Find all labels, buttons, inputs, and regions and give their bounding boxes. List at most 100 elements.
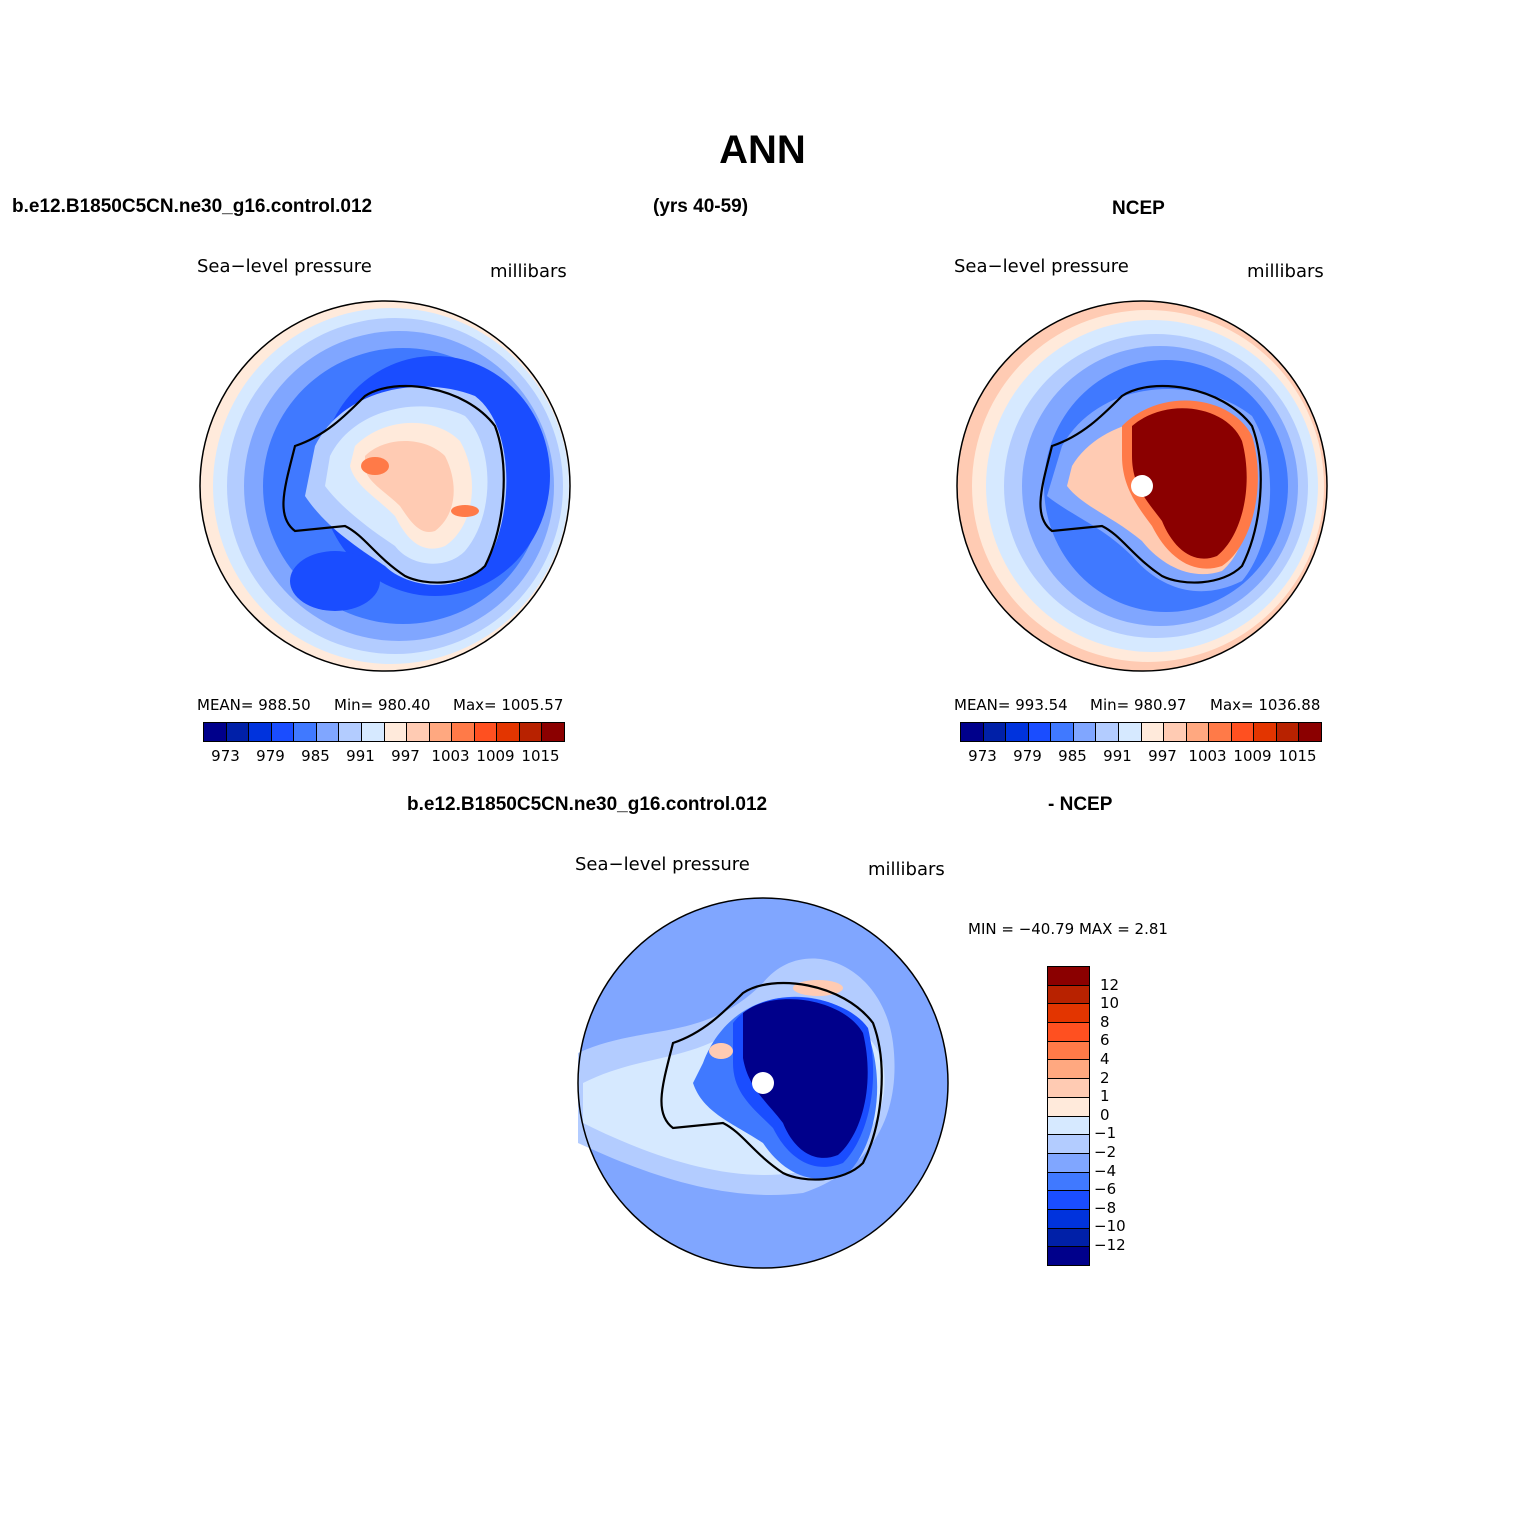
colorbar-swatch	[1186, 723, 1210, 741]
colorbar-tick-label: −8	[1094, 1198, 1117, 1217]
obs-label: NCEP	[1112, 198, 1165, 219]
colorbar-tick-label: 6	[1100, 1031, 1110, 1050]
panel2-variable: Sea−level pressure	[954, 256, 1129, 277]
colorbar-tick-label: 8	[1100, 1012, 1110, 1031]
colorbar-swatch	[1048, 967, 1089, 986]
colorbar-tick-label: 10	[1100, 994, 1120, 1013]
colorbar-swatch	[1231, 723, 1255, 741]
colorbar-tick-label: 1015	[1278, 747, 1317, 765]
colorbar-swatch	[1048, 1228, 1089, 1248]
colorbar-tick-label: −6	[1094, 1180, 1117, 1199]
colorbar-swatch	[519, 723, 543, 741]
colorbar-tick-label: −12	[1094, 1236, 1126, 1254]
panel3-map	[577, 897, 949, 1269]
panel3-units: millibars	[868, 859, 945, 880]
colorbar-swatch	[271, 723, 295, 741]
colorbar-swatch	[1048, 1097, 1089, 1117]
colorbar-swatch	[1006, 723, 1029, 741]
colorbar-tick-label: 985	[1058, 747, 1087, 765]
colorbar-swatch	[1048, 1191, 1089, 1210]
colorbar-tick-label: 991	[346, 747, 375, 765]
colorbar-swatch	[1048, 1172, 1089, 1192]
colorbar-tick-label: −1	[1094, 1124, 1117, 1143]
diff-case-label: b.e12.B1850C5CN.ne30_g16.control.012	[407, 794, 768, 815]
colorbar-swatch	[1048, 1060, 1089, 1080]
colorbar-swatch	[1048, 1116, 1089, 1136]
colorbar-swatch	[339, 723, 362, 741]
colorbar-swatch	[1028, 723, 1052, 741]
panel1-colorbar	[203, 722, 565, 742]
colorbar-swatch	[1048, 1004, 1089, 1024]
colorbar-swatch	[1209, 723, 1232, 741]
colorbar-tick-label: −4	[1094, 1161, 1117, 1180]
years-label: (yrs 40-59)	[653, 196, 749, 217]
diff-obs-label: - NCEP	[1048, 794, 1113, 815]
colorbar-tick-label: 0	[1100, 1105, 1110, 1124]
panel2-colorbar	[960, 722, 1322, 742]
panel3-minmax: MIN = −40.79 MAX = 2.81	[968, 920, 1168, 938]
figure-title: ANN	[719, 128, 806, 172]
panel2-min: Min= 980.97	[1090, 696, 1187, 714]
colorbar-tick-label: −10	[1094, 1217, 1126, 1236]
colorbar-swatch	[474, 723, 498, 741]
panel1-min: Min= 980.40	[334, 696, 431, 714]
colorbar-tick-label: 979	[1013, 747, 1042, 765]
colorbar-swatch	[1048, 1153, 1089, 1173]
panel3-variable: Sea−level pressure	[575, 854, 750, 875]
colorbar-swatch	[294, 723, 317, 741]
colorbar-swatch	[961, 723, 984, 741]
colorbar-swatch	[226, 723, 250, 741]
colorbar-swatch	[497, 723, 520, 741]
colorbar-swatch	[1141, 723, 1165, 741]
colorbar-swatch	[361, 723, 385, 741]
panel1-units: millibars	[490, 261, 567, 282]
colorbar-swatch	[1164, 723, 1187, 741]
panel1-mean: MEAN= 988.50	[197, 696, 311, 714]
colorbar-swatch	[542, 723, 564, 741]
colorbar-swatch	[1048, 985, 1089, 1005]
colorbar-tick-label: 1003	[431, 747, 470, 765]
colorbar-swatch	[1276, 723, 1300, 741]
colorbar-tick-label: 1009	[1233, 747, 1272, 765]
panel1-variable: Sea−level pressure	[197, 256, 372, 277]
panel2-max: Max= 1036.88	[1210, 696, 1321, 714]
colorbar-tick-label: 979	[256, 747, 285, 765]
colorbar-swatch	[452, 723, 475, 741]
colorbar-swatch	[1048, 1023, 1089, 1042]
colorbar-tick-label: 973	[968, 747, 997, 765]
panel2-units: millibars	[1247, 261, 1324, 282]
colorbar-swatch	[1299, 723, 1321, 741]
colorbar-tick-label: 997	[391, 747, 420, 765]
colorbar-swatch	[1096, 723, 1119, 741]
colorbar-swatch	[983, 723, 1007, 741]
colorbar-tick-label: 12	[1100, 975, 1120, 994]
colorbar-tick-label: 973	[211, 747, 240, 765]
colorbar-swatch	[429, 723, 453, 741]
colorbar-tick-label: 1009	[476, 747, 515, 765]
colorbar-tick-label: 985	[301, 747, 330, 765]
colorbar-swatch	[1051, 723, 1074, 741]
colorbar-swatch	[1048, 1135, 1089, 1154]
colorbar-swatch	[249, 723, 272, 741]
colorbar-tick-label: 2	[1100, 1068, 1110, 1087]
colorbar-swatch	[384, 723, 408, 741]
colorbar-tick-label: 1	[1100, 1087, 1110, 1106]
colorbar-swatch	[1048, 1079, 1089, 1098]
colorbar-swatch	[1048, 1209, 1089, 1229]
colorbar-tick-label: 997	[1148, 747, 1177, 765]
panel2-map	[956, 300, 1328, 672]
colorbar-tick-label: 1003	[1188, 747, 1227, 765]
colorbar-swatch	[1073, 723, 1097, 741]
panel2-mean: MEAN= 993.54	[954, 696, 1068, 714]
diff-colorbar	[1047, 966, 1090, 1266]
colorbar-tick-label: 991	[1103, 747, 1132, 765]
colorbar-swatch	[316, 723, 340, 741]
colorbar-swatch	[1254, 723, 1277, 741]
colorbar-tick-label: 4	[1100, 1050, 1110, 1068]
colorbar-swatch	[1048, 1247, 1089, 1265]
colorbar-swatch	[204, 723, 227, 741]
colorbar-swatch	[407, 723, 430, 741]
colorbar-swatch	[1048, 1041, 1089, 1061]
colorbar-tick-label: −2	[1094, 1143, 1117, 1161]
